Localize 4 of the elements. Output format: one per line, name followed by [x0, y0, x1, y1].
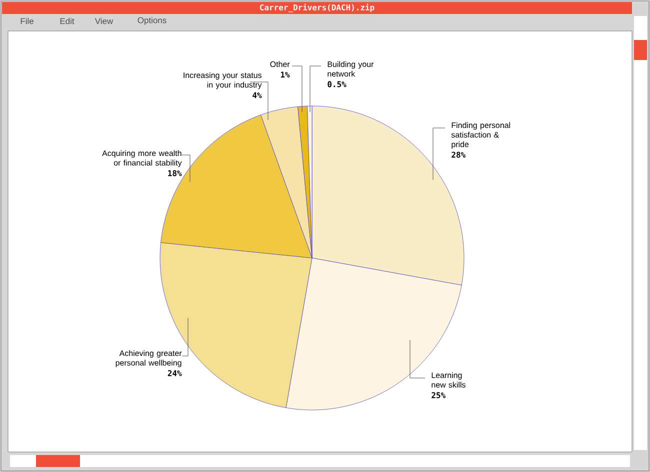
text: Edit	[60, 18, 74, 24]
text: File	[20, 18, 34, 24]
text: Options	[138, 17, 166, 25]
text: View	[94, 18, 114, 24]
